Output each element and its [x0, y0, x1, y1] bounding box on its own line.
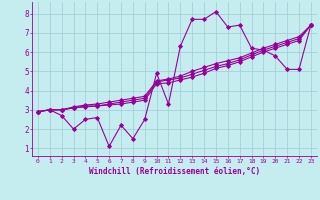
- X-axis label: Windchill (Refroidissement éolien,°C): Windchill (Refroidissement éolien,°C): [89, 167, 260, 176]
